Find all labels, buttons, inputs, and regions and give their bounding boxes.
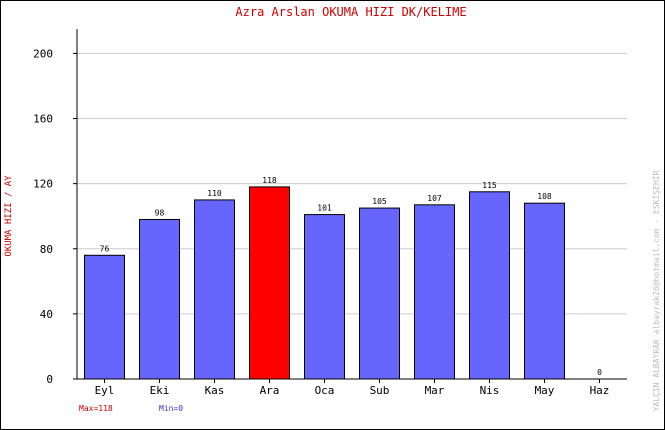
y-axis-ticks: 0 40 80 120 160 200	[33, 47, 77, 386]
x-tick-label: Oca	[315, 384, 335, 397]
x-tick-label: Haz	[590, 384, 610, 397]
bar-value-label: 108	[537, 192, 552, 201]
x-tick-label: Nis	[480, 384, 500, 397]
min-label: Min=0	[159, 404, 183, 413]
bars	[84, 186, 565, 380]
bar-value-label: 98	[155, 208, 165, 217]
chart-title: Azra Arslan OKUMA HIZI DK/KELIME	[235, 5, 466, 19]
bar-eyl	[84, 254, 125, 380]
bar-value-label: 118	[262, 176, 277, 185]
bar-oca	[304, 214, 345, 380]
bar-value-labels: 76 98 110 118 101 105 107 115 108 0	[100, 176, 602, 377]
bar-value-label: 105	[372, 197, 387, 206]
bar-value-label: 101	[317, 204, 332, 213]
bar-nis	[469, 191, 510, 380]
y-tick-label: 80	[40, 243, 53, 256]
x-tick-label: Kas	[205, 384, 225, 397]
credit-text: YALÇIN ALBAYRAK albayrak26@hotmail.com -…	[651, 170, 661, 411]
x-tick-label: Eki	[150, 384, 170, 397]
bar-value-label: 76	[100, 244, 110, 253]
x-tick-label: May	[535, 384, 555, 397]
y-tick-label: 0	[46, 373, 53, 386]
y-axis-label: OKUMA HIZI / AY	[4, 175, 14, 257]
x-tick-label: Eyl	[95, 384, 115, 397]
x-tick-label: Sub	[370, 384, 390, 397]
bar-value-label: 107	[427, 194, 442, 203]
y-tick-label: 160	[33, 113, 53, 126]
bar-kas	[194, 199, 235, 380]
bar-may	[524, 202, 565, 380]
bar-value-label: 115	[482, 181, 497, 190]
bar-value-label: 0	[597, 368, 602, 377]
bar-eki	[139, 218, 180, 380]
y-tick-label: 40	[40, 308, 53, 321]
bar-ara	[249, 186, 290, 380]
y-tick-label: 120	[33, 178, 53, 191]
bar-mar	[414, 204, 455, 380]
max-label: Max=118	[79, 404, 113, 413]
x-tick-label: Mar	[425, 384, 445, 397]
x-tick-label: Ara	[260, 384, 280, 397]
y-tick-label: 200	[33, 47, 53, 60]
x-axis-ticks: Eyl Eki Kas Ara Oca Sub Mar Nis May Haz	[95, 379, 610, 397]
bar-sub	[359, 207, 400, 380]
bar-value-label: 110	[207, 189, 222, 198]
